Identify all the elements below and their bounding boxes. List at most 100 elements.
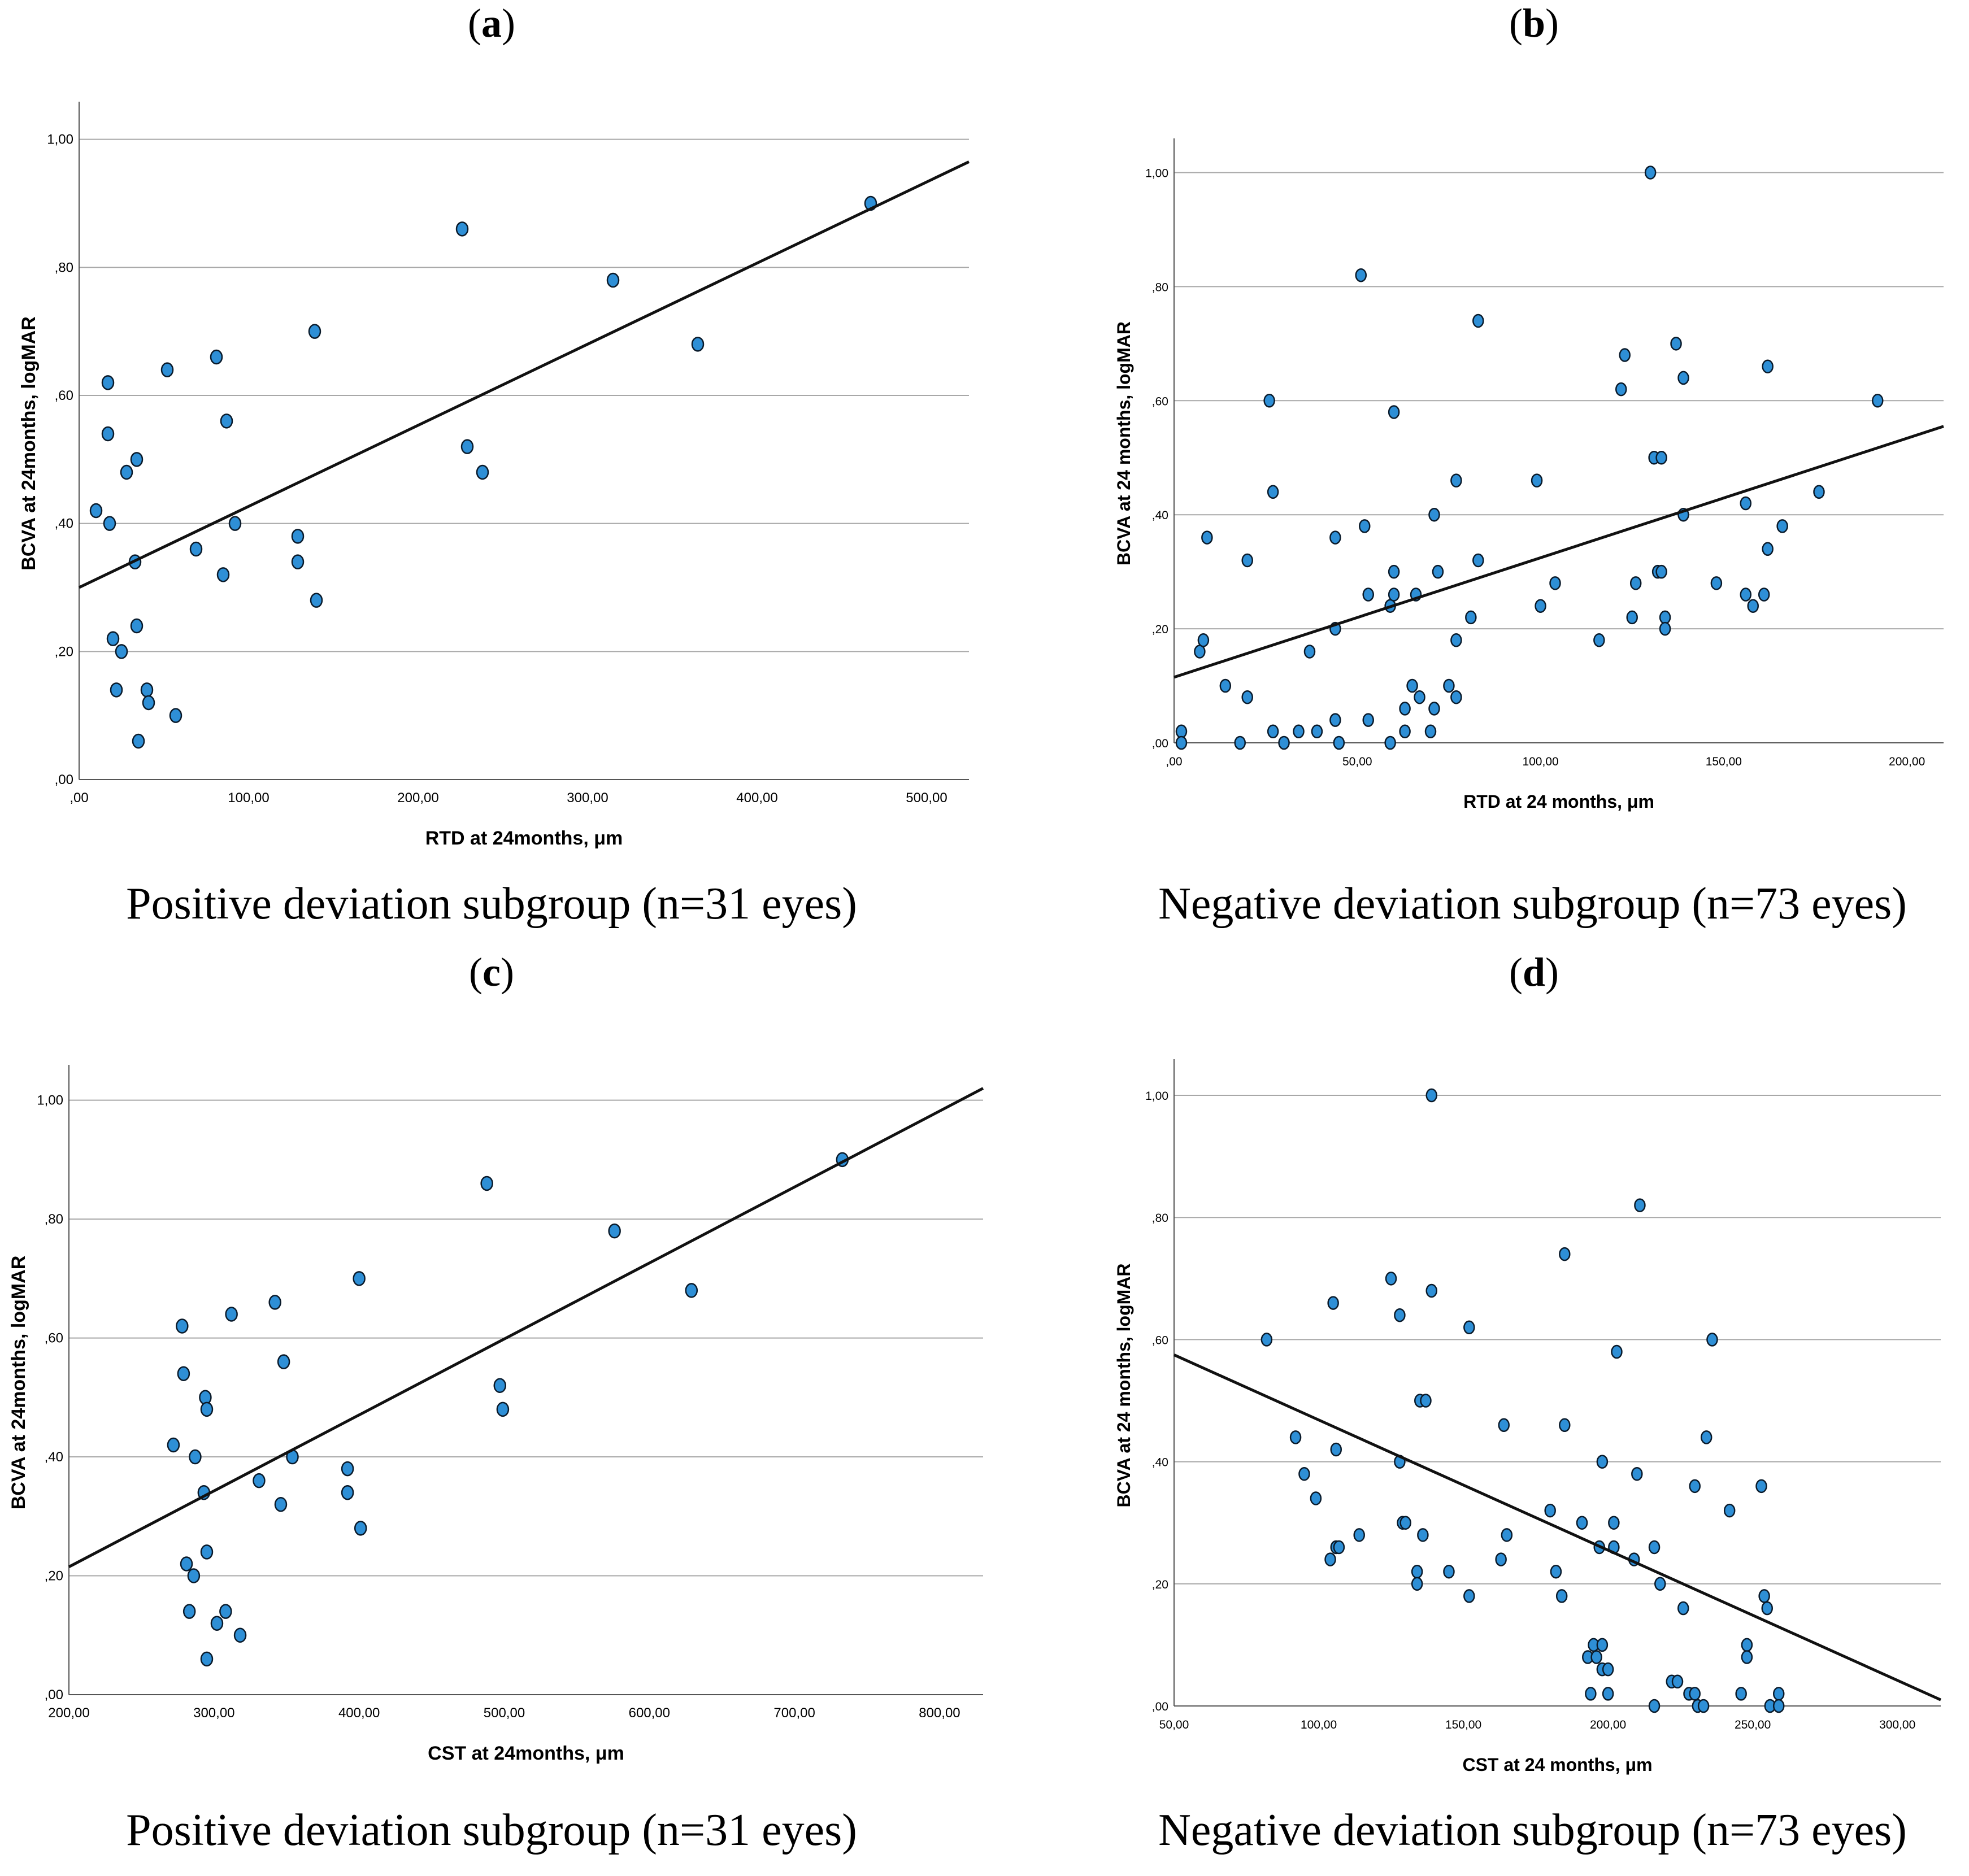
data-point bbox=[1723, 1503, 1736, 1518]
data-point bbox=[1219, 678, 1232, 693]
x-axis-label: CST at 24 months, μm bbox=[1462, 1755, 1652, 1775]
x-axis-label: RTD at 24months, μm bbox=[425, 828, 623, 849]
x-tick-label: 200,00 bbox=[1590, 1718, 1626, 1731]
data-point bbox=[115, 644, 128, 659]
data-point bbox=[1740, 496, 1752, 511]
data-point bbox=[130, 452, 144, 467]
caption-c: Positive deviation subgroup (n=31 eyes) bbox=[126, 1805, 857, 1855]
x-tick-label: 200,00 bbox=[48, 1705, 89, 1721]
data-point bbox=[1555, 1589, 1568, 1603]
scatter-plot-b: ,00 ,20 ,40 ,60 ,80 1,00 ,00 50,00 100,00 150,00 2… bbox=[1114, 138, 1944, 812]
data-point bbox=[101, 426, 115, 442]
data-point bbox=[180, 1556, 193, 1572]
y-tick-label: ,60 bbox=[1152, 1334, 1168, 1347]
data-point bbox=[1576, 1516, 1588, 1530]
data-point bbox=[1700, 1430, 1712, 1444]
data-point bbox=[120, 464, 133, 480]
caption-d: Negative deviation subgroup (n=73 eyes) bbox=[1158, 1805, 1907, 1855]
x-tick-label: 150,00 bbox=[1445, 1718, 1481, 1731]
data-point bbox=[354, 1521, 367, 1536]
data-point bbox=[1362, 587, 1374, 602]
data-point bbox=[1289, 1430, 1302, 1444]
data-point bbox=[1762, 359, 1774, 373]
x-tick-label: 300,00 bbox=[567, 790, 608, 806]
data-point bbox=[291, 554, 305, 569]
data-point bbox=[1399, 1516, 1411, 1530]
data-point bbox=[1333, 735, 1345, 750]
caption-b: Negative deviation subgroup (n=73 eyes) bbox=[1158, 879, 1907, 929]
data-point bbox=[189, 541, 203, 557]
data-point bbox=[1355, 268, 1367, 282]
data-point bbox=[1359, 519, 1371, 533]
data-point bbox=[1411, 1564, 1423, 1579]
data-point bbox=[225, 1307, 238, 1322]
data-point bbox=[101, 375, 115, 390]
data-point bbox=[1197, 633, 1210, 647]
data-point bbox=[291, 529, 305, 544]
data-point bbox=[140, 682, 154, 698]
data-point bbox=[1535, 599, 1546, 613]
data-point bbox=[268, 1295, 281, 1310]
panel-label-c: (c) bbox=[469, 950, 514, 995]
panel-label-d: (d) bbox=[1509, 950, 1559, 995]
data-point bbox=[1677, 371, 1689, 385]
y-tick-label: ,80 bbox=[45, 1212, 63, 1227]
data-point bbox=[1175, 735, 1188, 750]
y-tick-label: ,80 bbox=[1152, 281, 1168, 294]
data-point bbox=[1654, 1577, 1666, 1591]
data-point bbox=[1740, 587, 1752, 602]
data-point bbox=[1428, 507, 1440, 522]
data-point bbox=[1324, 1552, 1336, 1566]
data-point bbox=[1388, 564, 1400, 579]
y-tick-label: ,40 bbox=[45, 1450, 63, 1465]
y-axis-label: BCVA at 24 months, logMAR bbox=[1114, 1263, 1134, 1507]
data-point bbox=[1697, 1699, 1710, 1713]
data-point bbox=[1399, 702, 1411, 716]
data-point bbox=[1443, 678, 1455, 693]
data-point bbox=[1298, 1466, 1310, 1481]
y-tick-label: ,40 bbox=[1152, 1456, 1168, 1469]
y-tick-label: ,20 bbox=[45, 1569, 63, 1584]
data-point bbox=[1659, 621, 1671, 636]
x-tick-label: ,00 bbox=[1166, 755, 1182, 768]
data-point bbox=[176, 1318, 189, 1334]
x-tick-label: 50,00 bbox=[1342, 755, 1372, 768]
data-point bbox=[1602, 1662, 1614, 1677]
data-point bbox=[310, 593, 323, 608]
data-point bbox=[1241, 553, 1253, 568]
data-point bbox=[1611, 1344, 1623, 1359]
data-point bbox=[1813, 485, 1825, 499]
x-axis-label: RTD at 24 months, μm bbox=[1463, 791, 1654, 812]
data-point bbox=[1450, 690, 1462, 704]
x-tick-label: 200,00 bbox=[1889, 755, 1925, 768]
data-point bbox=[1472, 314, 1484, 328]
data-point bbox=[1585, 1687, 1597, 1701]
data-point bbox=[1648, 1540, 1661, 1555]
x-tick-label: 800,00 bbox=[919, 1705, 960, 1721]
data-point bbox=[1333, 1540, 1345, 1555]
data-point bbox=[1631, 1466, 1643, 1481]
data-point bbox=[1629, 576, 1642, 590]
data-point bbox=[1406, 678, 1418, 693]
data-point bbox=[1501, 1528, 1513, 1542]
data-point bbox=[1710, 576, 1723, 590]
y-tick-label: ,20 bbox=[1152, 623, 1168, 636]
data-point bbox=[1310, 1491, 1322, 1505]
data-point bbox=[1414, 690, 1425, 704]
data-point bbox=[1559, 1418, 1571, 1433]
data-point bbox=[200, 1401, 214, 1417]
y-axis-label: BCVA at 24months, logMAR bbox=[8, 1256, 29, 1510]
data-point bbox=[1175, 724, 1188, 739]
x-tick-label: 300,00 bbox=[1879, 1718, 1915, 1731]
data-point bbox=[685, 1283, 698, 1298]
y-axis-label: BCVA at 24months, logMAR bbox=[18, 316, 40, 571]
x-tick-label: 300,00 bbox=[193, 1705, 234, 1721]
fit-line bbox=[1173, 425, 1944, 679]
data-point bbox=[1394, 1308, 1406, 1322]
data-point bbox=[1293, 724, 1305, 739]
data-point bbox=[233, 1627, 247, 1643]
data-point bbox=[1450, 473, 1462, 488]
data-point bbox=[1234, 735, 1246, 750]
x-tick-label: 100,00 bbox=[1301, 1718, 1337, 1731]
fit-line bbox=[68, 1087, 984, 1568]
